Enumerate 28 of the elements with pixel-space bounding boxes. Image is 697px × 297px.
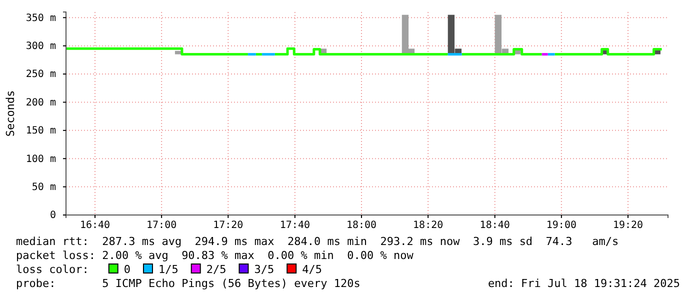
x-tick-label: 18:00 [346, 220, 377, 232]
legend-title: loss color: [16, 263, 89, 276]
x-tick-label: 17:40 [280, 220, 310, 232]
x-tick-label: 17:00 [146, 220, 177, 232]
x-tick-label: 16:40 [80, 220, 110, 232]
legend-label: 4/5 [302, 263, 322, 276]
y-tick-label: 200 m [26, 97, 56, 108]
x-tick-label: 19:20 [612, 220, 644, 232]
y-tick-label: 250 m [26, 69, 56, 80]
y-tick-label: 0 [50, 210, 56, 222]
legend-label: 2/5 [206, 263, 226, 276]
text: end: Fri Jul 18 19:31:24 2025 [488, 277, 680, 290]
text: median rtt: 287.3 ms avg 294.9 ms max 284.0 ms min 293.2 ms now 3.9 ms sd 74.3 am/s [16, 235, 619, 248]
y-tick-label: 300 m [26, 41, 56, 52]
y-tick-label: 350 m [26, 12, 56, 24]
legend-label: 3/5 [254, 263, 274, 276]
text: packet loss: 2.00 % avg 90.83 % max 0.00 % min 0.00 % now [16, 249, 414, 262]
y-tick-label: 100 m [26, 154, 56, 165]
x-tick-label: 17:20 [213, 220, 244, 232]
x-tick-label: 19:00 [546, 220, 576, 232]
y-axis-title: Seconds [4, 90, 17, 137]
legend-label: 0 [124, 263, 130, 276]
y-tick-label: 50 m [32, 182, 56, 194]
legend-label: 1/5 [158, 263, 178, 276]
y-tick-label: 150 m [26, 126, 56, 137]
x-tick-label: 18:20 [413, 220, 444, 232]
x-tick-label: 18:40 [480, 220, 510, 232]
text: probe: 5 ICMP Echo Pings (56 Bytes) every 120s [16, 277, 360, 290]
